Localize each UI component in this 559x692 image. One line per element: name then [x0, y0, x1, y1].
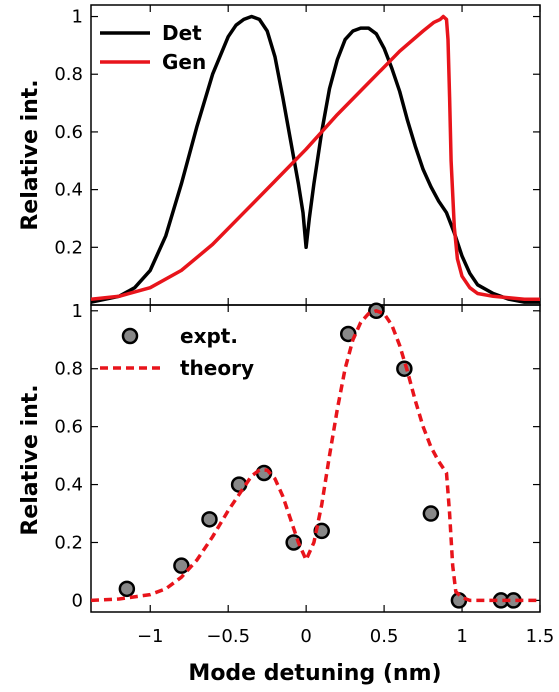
legend-expt-marker: [121, 327, 139, 345]
bottom-legend: expt. theory: [100, 324, 254, 380]
x-tick-label: 1.5: [526, 626, 555, 647]
top-plot-frame: [90, 4, 541, 306]
top-legend: Det Gen: [100, 21, 206, 74]
bottom-y-ticks: 0 0.2 0.4 0.6 0.8 1: [54, 301, 540, 611]
expt-data-point: [201, 511, 218, 528]
bottom-y-tick-label: 0.6: [54, 417, 83, 438]
legend-det-label: Det: [162, 21, 202, 45]
top-x-ticks: [149, 5, 541, 305]
bottom-x-ticks: −1 −0.5 0 0.5 1 1.5: [137, 305, 554, 647]
det-series-line: [90, 14, 540, 304]
top-y-tick-label: 0.6: [54, 122, 83, 143]
bottom-y-tick-label: 1: [72, 301, 83, 322]
legend-expt-label: expt.: [180, 324, 238, 348]
bottom-y-tick-label: 0.8: [54, 359, 83, 380]
expt-data-point: [230, 476, 248, 493]
top-y-tick-label: 0.4: [54, 180, 83, 201]
top-series-lines: [90, 14, 540, 304]
x-tick-label: −0.5: [206, 626, 250, 647]
bottom-y-tick-label: 0: [72, 590, 83, 611]
gen-series-line: [90, 14, 540, 301]
expt-data-point: [339, 325, 357, 343]
theory-series-line: [90, 309, 540, 603]
bottom-y-axis-title: Relative int.: [18, 384, 43, 535]
top-panel: 0.2 0.4 0.6 0.8 1 Relative int. Det Gen: [18, 4, 541, 306]
x-axis-title: Mode detuning (nm): [188, 661, 441, 686]
legend-theory-label: theory: [180, 356, 254, 380]
top-y-tick-label: 1: [72, 7, 83, 28]
bottom-series: [90, 302, 540, 609]
top-y-tick-label: 0.2: [54, 237, 83, 258]
x-tick-label: 0.5: [370, 626, 399, 647]
bottom-panel: 0 0.2 0.4 0.6 0.8 1 −1 −0.5 0 0.5 1 1.5 Relative i…: [18, 301, 554, 686]
bottom-y-tick-label: 0.4: [54, 475, 83, 496]
expt-data-point: [118, 580, 136, 598]
expt-data-point: [422, 505, 440, 522]
x-tick-label: 0: [300, 626, 311, 647]
top-y-ticks: 0.2 0.4 0.6 0.8 1: [54, 7, 540, 258]
bottom-plot-frame: [90, 304, 541, 613]
legend-gen-label: Gen: [162, 50, 206, 74]
top-y-tick-label: 0.8: [54, 64, 83, 85]
bottom-y-tick-label: 0.2: [54, 532, 83, 553]
x-tick-label: −1: [137, 626, 164, 647]
top-y-axis-title: Relative int.: [18, 79, 43, 230]
x-tick-label: 1: [456, 626, 467, 647]
expt-data-point: [396, 360, 413, 377]
expt-data-point: [173, 557, 190, 574]
